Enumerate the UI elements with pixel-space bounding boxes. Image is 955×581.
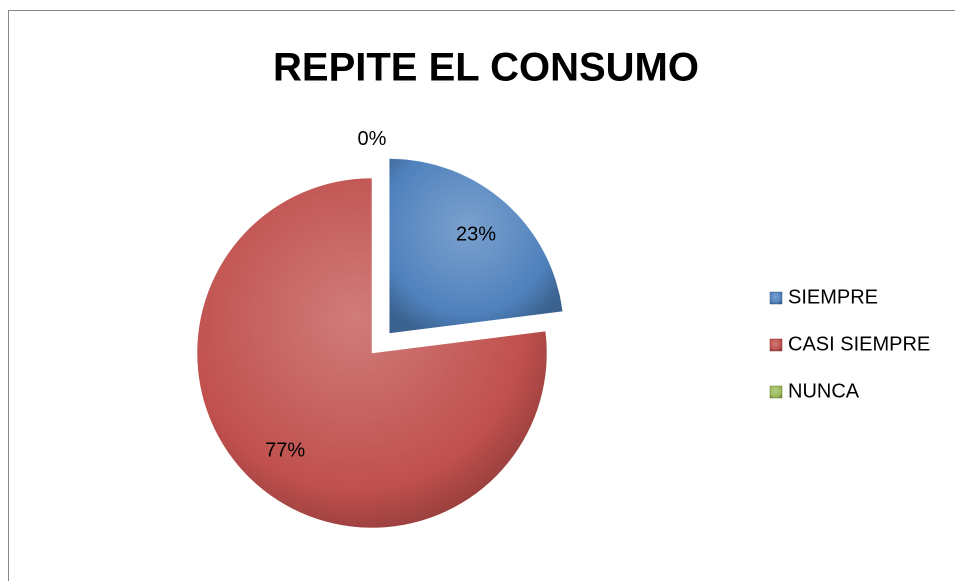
legend-label: NUNCA	[788, 380, 860, 402]
legend-marker	[769, 385, 783, 399]
legend-marker	[769, 291, 783, 305]
legend-label: SIEMPRE	[788, 286, 878, 308]
legend-label: CASI SIEMPRE	[788, 333, 930, 355]
data-label: 0%	[358, 128, 387, 150]
pie-slice	[388, 158, 564, 334]
chart-title: REPITE EL CONSUMO	[273, 46, 699, 90]
data-label: 23%	[456, 223, 496, 245]
legend-marker	[769, 338, 783, 352]
pie-slice	[196, 177, 548, 529]
data-label: 77%	[265, 440, 305, 462]
